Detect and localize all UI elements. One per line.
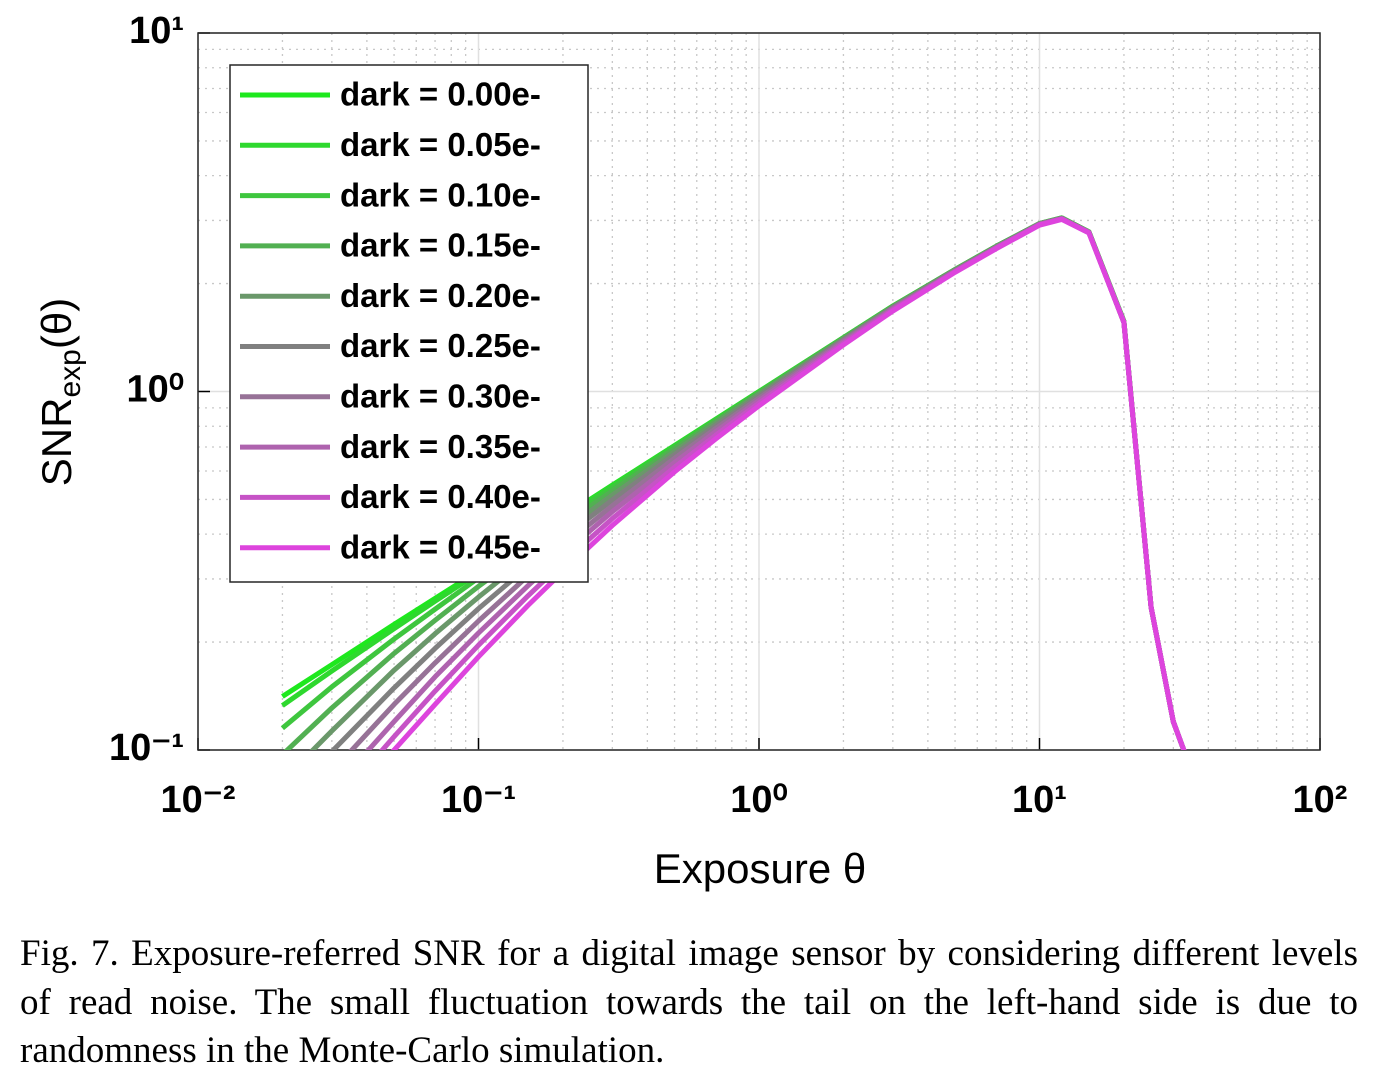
- x-tick-label: 10¹: [1012, 779, 1067, 821]
- caption: Fig. 7. Exposure-referred SNR for a digi…: [20, 933, 1358, 1071]
- legend-label: dark = 0.15e-: [340, 227, 541, 264]
- legend-label: dark = 0.25e-: [340, 327, 541, 364]
- legend-label: dark = 0.40e-: [340, 478, 541, 515]
- legend-label: dark = 0.45e-: [340, 528, 541, 565]
- legend-label: dark = 0.05e-: [340, 126, 541, 163]
- legend-label: dark = 0.00e-: [340, 76, 541, 113]
- y-label-rest: (θ): [33, 298, 80, 349]
- y-tick-label: 10¹: [129, 10, 184, 52]
- plot-frame: [197, 32, 1321, 751]
- y-label-base: SNR: [33, 398, 80, 487]
- chart: Exposure θ SNRexp(θ) 10⁻² 10⁻¹ 10⁰ 10¹ 10² 10…: [33, 10, 1348, 892]
- series-line: [390, 216, 1187, 750]
- legend-label: dark = 0.10e-: [340, 176, 541, 213]
- x-tick-label: 10²: [1293, 779, 1348, 821]
- legend-label: dark = 0.20e-: [340, 277, 541, 314]
- legend-label: dark = 0.30e-: [340, 378, 541, 415]
- x-axis-label: Exposure θ: [654, 845, 866, 892]
- x-tick-label: 10⁻²: [161, 779, 236, 821]
- y-axis-label: SNRexp(θ): [33, 298, 87, 486]
- y-label-sub: exp: [54, 349, 87, 397]
- legend-label: dark = 0.35e-: [340, 428, 541, 465]
- plot-lines: [280, 215, 1187, 750]
- x-tick-label: 10⁰: [730, 779, 788, 821]
- y-tick-label: 10⁰: [126, 369, 184, 411]
- y-tick-label: 10⁻¹: [109, 727, 184, 769]
- x-tick-label: 10⁻¹: [441, 779, 516, 821]
